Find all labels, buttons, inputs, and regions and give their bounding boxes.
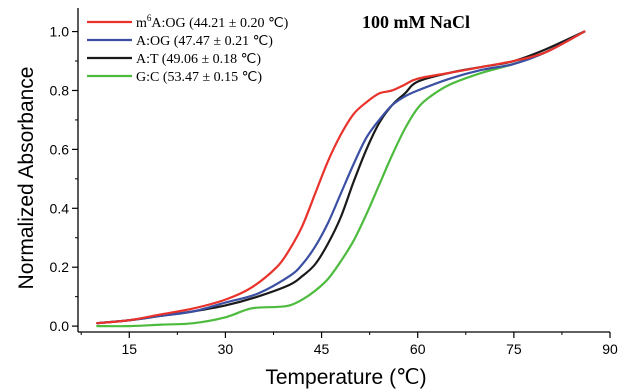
series-line-4 xyxy=(96,30,586,328)
annotation-text: 100 mM NaCl xyxy=(362,12,470,32)
x-tick-label: 15 xyxy=(121,341,137,357)
y-tick-label: 0.2 xyxy=(50,259,70,275)
y-axis-title: Normalized Absorbance xyxy=(15,67,38,290)
legend-label-4: G:C (53.47 ± 0.15 ℃) xyxy=(136,70,262,85)
series-line-2 xyxy=(96,30,586,325)
y-tick-label: 1.0 xyxy=(50,24,70,40)
x-tick-label: 60 xyxy=(410,341,426,357)
x-tick-label: 45 xyxy=(314,341,330,357)
legend-layer: m6A:OG (44.21 ± 0.20 ℃) A:OG (47.47 ± 0.2… xyxy=(87,13,289,85)
x-tick-label: 30 xyxy=(218,341,234,357)
series-layer xyxy=(96,30,586,328)
y-tick-label: 0.0 xyxy=(50,318,70,334)
y-tick-label: 0.6 xyxy=(50,141,70,157)
legend-label-1: m6A:OG (44.21 ± 0.20 ℃) xyxy=(136,13,289,31)
x-axis-title: Temperature (℃) xyxy=(265,366,426,389)
legend-label-3: A:T (49.06 ± 0.18 ℃) xyxy=(136,52,261,67)
y-tick-label: 0.4 xyxy=(50,200,70,216)
series-line-1 xyxy=(96,30,586,325)
x-tick-label: 90 xyxy=(602,341,618,357)
x-tick-label: 75 xyxy=(506,341,522,357)
legend-label-2: A:OG (47.47 ± 0.21 ℃) xyxy=(136,34,273,49)
y-tick-label: 0.8 xyxy=(50,82,70,98)
axis-layer: 15 30 45 60 75 90 0.0 0.2 0.4 0.6 0.8 1.0 xyxy=(50,8,618,357)
